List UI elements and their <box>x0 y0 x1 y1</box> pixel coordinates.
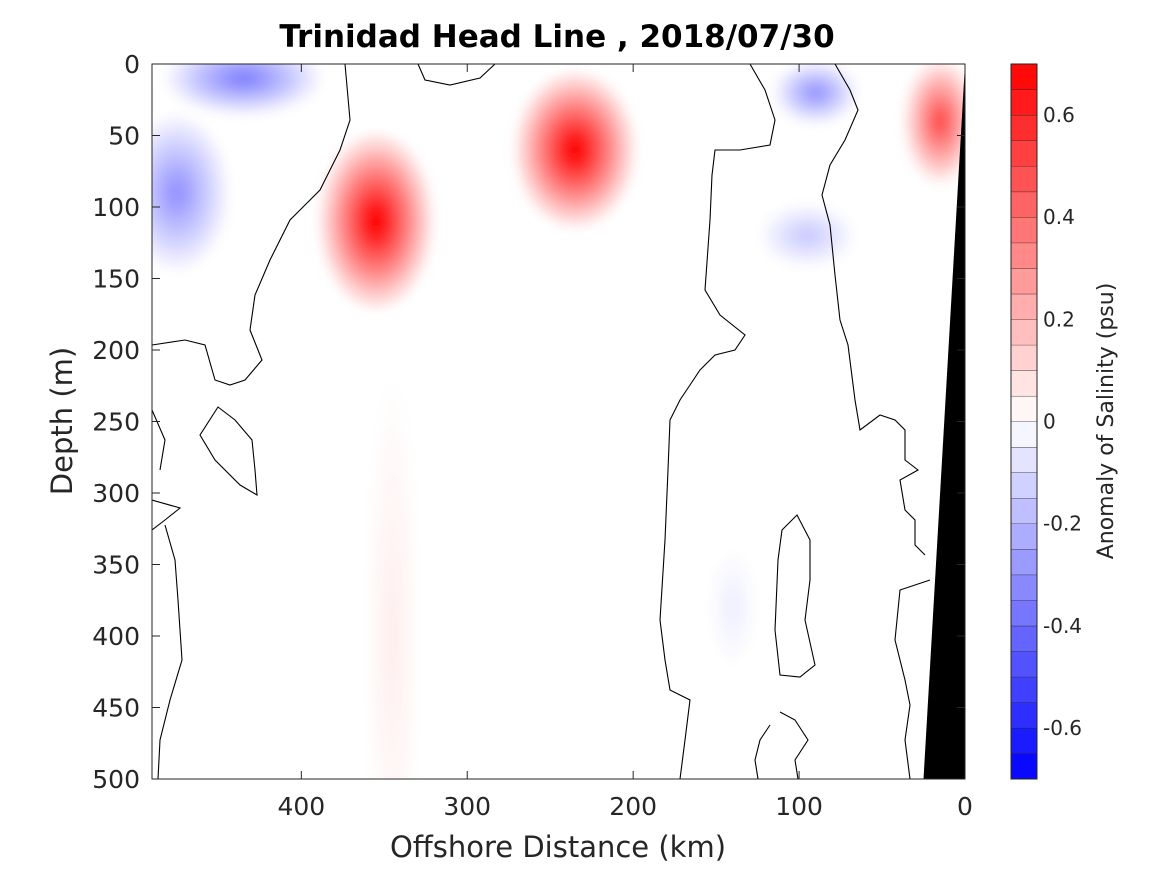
x-axis-label: Offshore Distance (km) <box>390 830 726 864</box>
colorbar-ticks: 0.6 0.4 0.2 0 -0.2 -0.4 -0.6 <box>1043 103 1082 740</box>
colorbar: 0.6 0.4 0.2 0 -0.2 -0.4 -0.6 Anomaly of Salini… <box>1010 63 1119 780</box>
zero-contour <box>152 499 182 531</box>
y-tick-label: 450 <box>92 694 140 723</box>
y-tick-label: 200 <box>92 336 140 365</box>
anomaly-level <box>388 594 397 678</box>
colorbar-tick-label: 0.2 <box>1043 307 1075 331</box>
y-tick-label: 50 <box>108 122 140 151</box>
y-tick-label: 0 <box>124 50 140 79</box>
colorbar-level <box>1011 574 1037 601</box>
zero-contour <box>659 64 776 779</box>
colorbar-level <box>1011 727 1037 754</box>
zero-contour <box>779 711 809 779</box>
colorbar-level <box>1011 676 1037 703</box>
colorbar-level <box>1011 753 1037 779</box>
zero-contour <box>152 409 166 471</box>
zero-contours <box>152 64 931 779</box>
colorbar-level <box>1011 421 1037 448</box>
colorbar-level <box>1011 64 1037 90</box>
seafloor-bathymetry <box>923 64 965 779</box>
anomaly-level <box>934 111 946 132</box>
colorbar-level <box>1011 191 1037 218</box>
y-tick-label: 500 <box>92 765 140 794</box>
zero-contour <box>894 579 931 779</box>
zero-contour <box>157 524 183 779</box>
colorbar-level <box>1011 115 1037 141</box>
zero-contour <box>821 64 926 556</box>
colorbar-level <box>1011 319 1037 345</box>
anomaly-cores <box>152 64 965 779</box>
y-tick-label: 400 <box>92 622 140 651</box>
zero-contour <box>152 64 351 386</box>
y-axis-label: Depth (m) <box>45 347 79 495</box>
y-axis-ticks: 0 50 100 150 200 250 300 350 400 450 500 <box>92 50 965 794</box>
chart-title: Trinidad Head Line , 2018/07/30 <box>279 19 834 55</box>
colorbar-tick-label: -0.6 <box>1043 716 1082 740</box>
anomaly-level <box>808 87 823 98</box>
colorbar-level <box>1011 600 1037 626</box>
x-tick-label: 400 <box>277 792 325 821</box>
x-tick-label: 0 <box>957 792 973 821</box>
x-axis-ticks: 400 300 200 100 0 <box>277 64 973 821</box>
colorbar-tick-label: -0.4 <box>1043 614 1082 638</box>
colorbar-level <box>1011 217 1037 243</box>
colorbar-level <box>1011 89 1037 116</box>
colorbar-tick-label: 0.4 <box>1043 205 1075 229</box>
colorbar-level <box>1011 140 1037 167</box>
colorbar-level <box>1011 651 1037 677</box>
colorbar-level <box>1011 268 1037 294</box>
x-tick-label: 200 <box>609 792 657 821</box>
colorbar-levels <box>1011 63 1037 779</box>
colorbar-level <box>1011 625 1037 652</box>
anomaly-level <box>565 137 585 163</box>
colorbar-level <box>1011 447 1037 473</box>
y-tick-label: 350 <box>92 551 140 580</box>
colorbar-level <box>1011 549 1037 575</box>
y-tick-label: 250 <box>92 408 140 437</box>
colorbar-level <box>1011 370 1037 396</box>
anomaly-field <box>152 64 965 779</box>
x-tick-label: 100 <box>775 792 823 821</box>
y-tick-label: 150 <box>92 265 140 294</box>
colorbar-level <box>1011 523 1037 550</box>
colorbar-tick-label: 0.6 <box>1043 103 1075 127</box>
y-tick-label: 300 <box>92 479 140 508</box>
colorbar-level <box>1011 166 1037 192</box>
zero-contour <box>754 724 771 779</box>
zero-contour <box>774 514 816 678</box>
plot-area <box>151 63 966 780</box>
colorbar-level <box>1011 472 1037 499</box>
colorbar-tick-label: -0.2 <box>1043 512 1082 536</box>
colorbar-level <box>1011 293 1037 320</box>
anomaly-level <box>230 72 256 85</box>
anomaly-level <box>366 207 386 236</box>
colorbar-level <box>1011 498 1037 524</box>
colorbar-level <box>1011 702 1037 728</box>
zero-contour <box>417 64 496 86</box>
colorbar-label: Anomaly of Salinity (psu) <box>1094 283 1119 560</box>
colorbar-level <box>1011 242 1037 269</box>
anomaly-level <box>799 230 815 241</box>
colorbar-tick-label: 0 <box>1043 410 1056 434</box>
y-tick-label: 100 <box>92 193 140 222</box>
colorbar-frame <box>1010 63 1038 780</box>
anomaly-level <box>729 598 737 617</box>
zero-contour <box>199 406 258 497</box>
x-tick-label: 300 <box>443 792 491 821</box>
colorbar-level <box>1011 344 1037 371</box>
anomaly-level <box>168 180 186 206</box>
colorbar-level <box>1011 395 1037 422</box>
